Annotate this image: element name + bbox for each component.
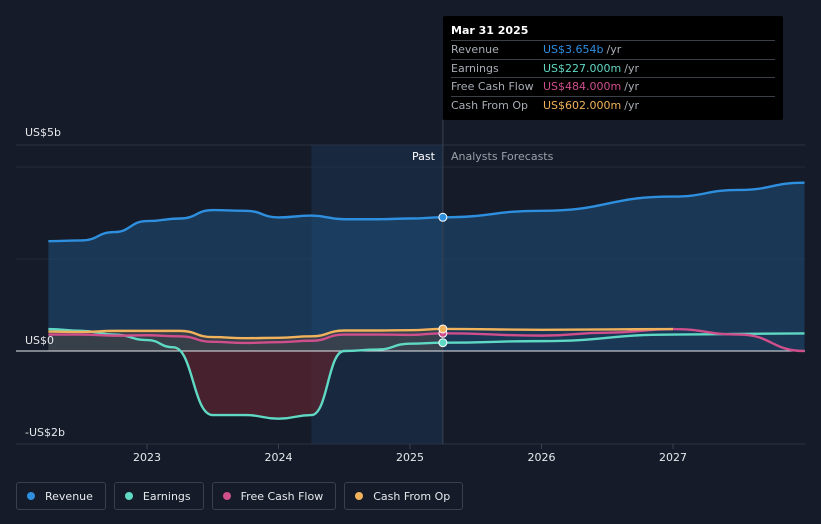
earnings-marker bbox=[438, 338, 448, 348]
revenue-forecast-line bbox=[442, 181, 805, 219]
legend-dot-icon bbox=[27, 492, 35, 500]
x-tick-label-2025: 2025 bbox=[396, 451, 424, 464]
x-tick-label-2027: 2027 bbox=[659, 451, 687, 464]
legend-dot-icon bbox=[124, 492, 133, 500]
tooltip-label: Revenue bbox=[451, 43, 499, 57]
cash-from-op-marker bbox=[438, 324, 448, 334]
legend-label: Cash From Op bbox=[373, 489, 451, 503]
legend-item-cash-from-op[interactable]: Cash From Op bbox=[344, 482, 464, 510]
y-tick-label-top: US$5b bbox=[25, 126, 62, 139]
tooltip-label: Earnings bbox=[451, 61, 499, 75]
legend-label: Revenue bbox=[45, 489, 93, 503]
earnings-negative-area bbox=[173, 347, 345, 419]
legend-dot-icon bbox=[355, 492, 364, 500]
y-tick-label-zero: US$0 bbox=[25, 334, 55, 347]
legend-label: Free Cash Flow bbox=[240, 489, 324, 503]
legend-item-free-cash-flow[interactable]: Free Cash Flow bbox=[211, 482, 337, 510]
legend-label: Earnings bbox=[142, 489, 191, 503]
x-tick-label-2026: 2026 bbox=[528, 451, 556, 464]
free-cash-flow-past-line bbox=[48, 332, 443, 345]
tooltip-unit: /yr bbox=[606, 43, 622, 57]
tooltip-value: US$602.000m bbox=[543, 98, 622, 112]
tooltip-row-free-cash-flow: Free Cash Flow US$484.000m /yr bbox=[451, 77, 775, 96]
tooltip-row-revenue: Revenue US$3.654b /yr bbox=[451, 40, 775, 59]
legend-item-revenue[interactable]: Revenue bbox=[16, 482, 106, 510]
past-label: Past bbox=[412, 150, 435, 163]
x-tick-label-2023: 2023 bbox=[133, 451, 161, 464]
revenue-area bbox=[48, 182, 805, 351]
tooltip-unit: /yr bbox=[624, 98, 639, 112]
y-tick-label-bottom: -US$2b bbox=[25, 426, 65, 439]
revenue-marker bbox=[438, 212, 448, 222]
tooltip-label: Cash From Op bbox=[451, 98, 529, 112]
tooltip-date: Mar 31 2025 bbox=[451, 24, 529, 37]
tooltip-value: US$3.654b bbox=[543, 43, 604, 57]
legend-item-earnings[interactable]: Earnings bbox=[113, 482, 204, 510]
cash-from-op-forecast-line bbox=[442, 327, 674, 331]
legend-dot-icon bbox=[222, 492, 231, 500]
tooltip-value: US$484.000m bbox=[543, 80, 622, 94]
forecast-label: Analysts Forecasts bbox=[451, 150, 554, 163]
tooltip-unit: /yr bbox=[624, 61, 639, 75]
tooltip-row-cash-from-op: Cash From Op US$602.000m /yr bbox=[451, 95, 775, 115]
free-cash-flow-forecast-line bbox=[442, 327, 805, 353]
tooltip-label: Free Cash Flow bbox=[451, 80, 534, 94]
tooltip-unit: /yr bbox=[624, 80, 639, 94]
cash-from-op-past-line bbox=[48, 327, 443, 340]
x-tick-label-2024: 2024 bbox=[265, 451, 293, 464]
tooltip: Mar 31 2025 Revenue US$3.654b /yr Earnin… bbox=[443, 16, 783, 120]
legend: Revenue Earnings Free Cash Flow Cash Fro… bbox=[16, 482, 464, 510]
tooltip-row-earnings: Earnings US$227.000m /yr bbox=[451, 58, 775, 78]
tooltip-value: US$227.000m bbox=[543, 61, 622, 75]
revenue-past-line bbox=[48, 208, 443, 243]
